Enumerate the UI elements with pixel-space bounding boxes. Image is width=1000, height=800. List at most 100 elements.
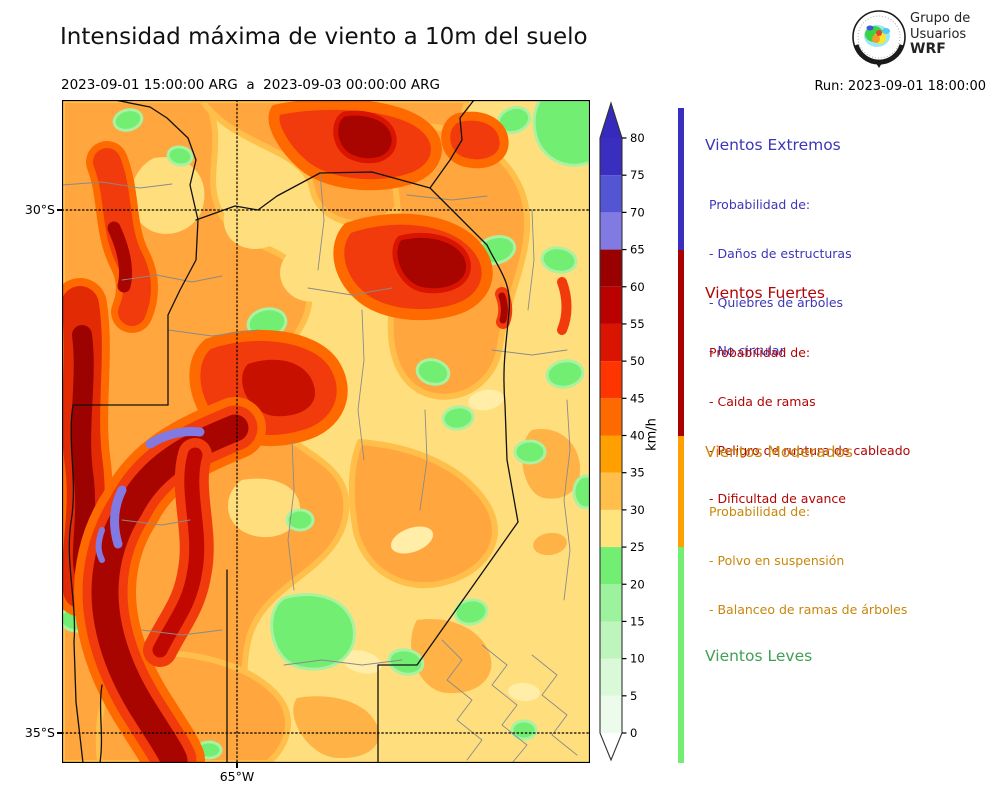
axis-tick-65w — [236, 763, 238, 768]
map-region-dept-line-2 — [121, 274, 223, 283]
colorbar-seg-35-40 — [600, 435, 622, 473]
legend-body-extremos: Probabilidad de: - Daños de estructuras … — [705, 165, 1000, 392]
legend-block-extremos: Vientos Extremos Probabilidad de: - Daño… — [705, 136, 1000, 392]
map-region-dept-line-13 — [141, 629, 223, 636]
colorbar-tick-label: 25 — [630, 540, 645, 554]
map-region-red-mid-east-core — [392, 233, 471, 294]
legend-title-moderados: Vientos Moderados — [705, 443, 853, 461]
category-bar-segment-1 — [678, 249, 684, 436]
map-region-province-border-nw — [114, 100, 199, 406]
map-region-green-e-3 — [545, 359, 585, 389]
probability-label: Probabilidad de: — [709, 504, 811, 520]
colorbar-tick-label: 55 — [630, 317, 645, 331]
map-region-yellow-ribbon-s — [228, 478, 301, 538]
wrf-logo-icon — [852, 10, 906, 68]
category-bar-segment-0 — [678, 108, 684, 250]
category-bar-segment-3 — [678, 547, 684, 763]
map-region-yellow-ribbon-nc — [223, 190, 287, 249]
colorbar-tick-label: 5 — [630, 689, 637, 703]
logo-text: Grupo de Usuarios WRF — [910, 11, 970, 58]
legend-item: - Polvo en suspensión — [709, 553, 845, 569]
legend-body-moderados: Probabilidad de: - Polvo en suspensión -… — [705, 472, 1000, 650]
map-region-pale-patch-2 — [342, 650, 382, 674]
map-region-green-nw-2 — [166, 145, 194, 167]
legend-item: - Dificultad de avance — [709, 491, 846, 507]
logo-line-2: Usuarios — [910, 26, 967, 42]
map-region-province-border-ne — [429, 100, 475, 189]
map-region-orange-southeast-2 — [411, 619, 492, 694]
map-region-orange-bottom-mid — [293, 696, 380, 759]
map-region-province-border-w — [68, 404, 169, 763]
map-region-red-sliver-east-2 — [557, 277, 572, 335]
colorbar-tick-label: 15 — [630, 614, 645, 628]
map-region-red-ne-top — [441, 111, 509, 169]
colorbar-seg-50-55 — [600, 323, 622, 362]
colorbar-seg-5-10 — [600, 658, 622, 696]
legend-title-leves: Vientos Leves — [705, 647, 813, 665]
colorbar-seg-70-75 — [600, 175, 622, 213]
colorbar-tick-label: 35 — [630, 466, 645, 480]
legend-item: - Caida de ramas — [709, 394, 816, 410]
map-region-province-border-e — [377, 244, 519, 763]
legend-body-fuertes: Probabilidad de: - Caida de ramas - Peli… — [705, 313, 1000, 540]
map-region-yellow-ribbon-c — [280, 246, 339, 302]
map-region-dept-zigzag-se-3 — [531, 654, 578, 756]
map-region-pale-patch-3 — [468, 389, 504, 411]
wind-intensity-map — [62, 100, 590, 763]
map-region-pale-patch-4 — [508, 682, 540, 702]
colorbar-seg-55-60 — [600, 286, 622, 324]
legend-block-leves: Vientos Leves — [705, 647, 1000, 665]
map-region-green-e-2 — [540, 246, 578, 274]
map-region-map-border — [62, 100, 590, 763]
map-region-dept-line-1 — [62, 181, 173, 189]
legend-item: - Daños de estructuras — [709, 246, 852, 262]
colorbar-over-arrow — [600, 103, 622, 138]
map-region-purple-streak-1 — [145, 427, 205, 449]
map-region-dept-line-7 — [406, 194, 488, 201]
colorbar-seg-75-80 — [600, 138, 622, 176]
colorbar-seg-0-5 — [600, 695, 622, 733]
axis-tick-35s — [57, 732, 62, 734]
legend-item: - No circular — [709, 343, 785, 359]
map-region-pale-patch-1 — [390, 526, 434, 554]
axis-tick-30s — [57, 209, 62, 211]
map-region-red-center-core — [242, 359, 316, 417]
colorbar-tick-label: 80 — [630, 131, 645, 145]
map-region-red-nw-core — [107, 221, 133, 293]
colorbar-seg-45-50 — [600, 361, 622, 399]
map-region-green-e-4 — [513, 439, 547, 465]
map-region-dept-line-3 — [167, 329, 259, 337]
map-region-yellow-ribbon-nw — [131, 157, 205, 234]
colorbar-tick-label: 30 — [630, 503, 645, 517]
map-region-dept-line-14 — [283, 659, 403, 666]
map-region-dept-line-9 — [527, 209, 535, 311]
map-region-ridge-arm-core — [152, 447, 205, 658]
colorbar-unit-label: km/h — [644, 418, 660, 451]
map-region-dept-line-15 — [563, 399, 571, 601]
map-region-dept-line-10 — [419, 409, 428, 511]
colorbar-tick-label: 50 — [630, 354, 645, 368]
probability-label: Probabilidad de: — [709, 345, 811, 361]
map-region-dept-zigzag-se-2 — [481, 644, 528, 763]
legend-block-moderados: Vientos Moderados Probabilidad de: - Pol… — [705, 443, 1000, 650]
lon-label-65w: 65°W — [219, 769, 255, 784]
colorbar-tick-label: 75 — [630, 168, 645, 182]
map-region-dept-line-4 — [307, 287, 393, 296]
map-region-green-c-2 — [415, 358, 451, 386]
logo-line-1: Grupo de — [910, 11, 971, 26]
model-run-label: Run: 2023-09-01 18:00:00 — [814, 79, 986, 94]
category-bar-segment-2 — [678, 435, 684, 548]
valid-period: 2023-09-01 15:00:00 ARG a 2023-09-03 00:… — [61, 77, 440, 93]
colorbar-under-arrow — [600, 733, 622, 760]
map-region-green-ne-corner — [532, 100, 590, 167]
legend-title-extremos: Vientos Extremos — [705, 136, 841, 154]
map-region-purple-streak-3 — [95, 527, 105, 563]
map-region-green-e-5 — [572, 474, 590, 510]
map-region-red-top-center-core — [333, 110, 397, 164]
page-title: Intensidad máxima de viento a 10m del su… — [60, 24, 588, 50]
map-region-province-border-n — [195, 171, 488, 246]
colorbar-tick-label: 65 — [630, 243, 645, 257]
map-region-orange-southeast — [348, 439, 498, 589]
probability-label: Probabilidad de: — [709, 197, 811, 213]
